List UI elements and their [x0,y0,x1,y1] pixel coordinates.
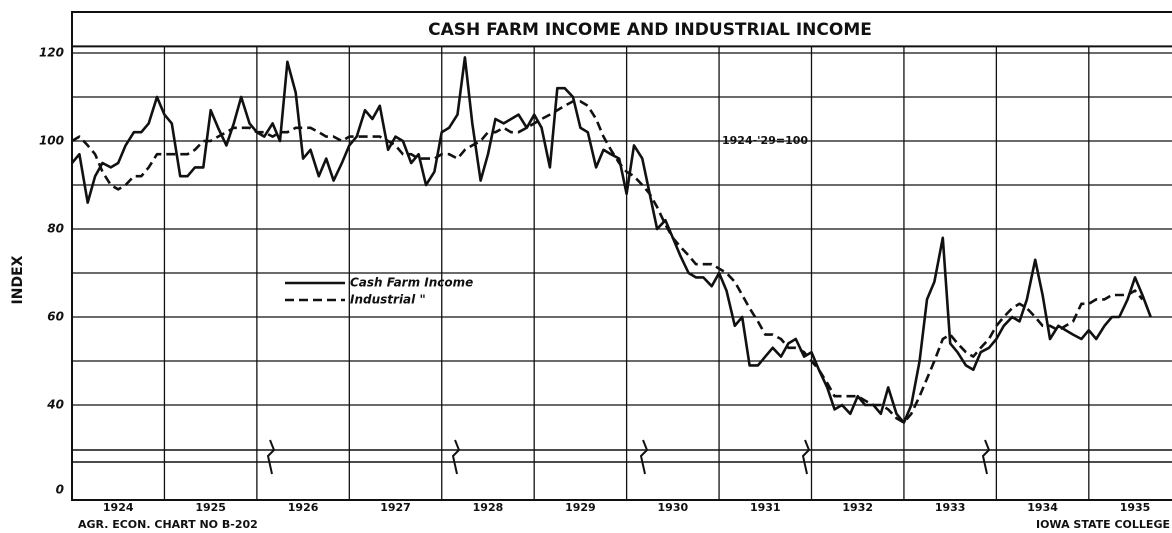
legend-label: Industrial " [350,293,426,307]
chart-title: CASH FARM INCOME AND INDUSTRIAL INCOME [428,20,872,40]
x-tick-label: 1926 [288,501,319,514]
x-tick-label: 1935 [1120,501,1151,514]
axis-break [72,439,1172,475]
x-tick-label: 1932 [842,501,873,514]
x-tick-label: 1927 [380,501,411,514]
series-line [71,56,1152,424]
y-tick-label: 120 [39,46,64,60]
frame [71,11,1172,501]
y-tick-label: 80 [47,222,64,236]
y-tick-label: 0 [56,483,64,497]
x-tick-label: 1930 [658,501,689,514]
y-tick-label: 40 [46,398,64,412]
y-tick-label: 100 [39,134,64,148]
y-axis-label: INDEX [10,255,26,304]
x-tick-label: 1931 [750,501,781,514]
series-line [71,100,1144,424]
x-tick-label: 1928 [473,501,504,514]
legend-label: Cash Farm Income [350,276,473,290]
y-tick-label: 60 [47,310,64,324]
x-tick-label: 1934 [1027,501,1058,514]
x-tick-label: 1933 [935,501,966,514]
footer-left: AGR. ECON. CHART NO B-202 [78,518,258,531]
x-tick-label: 1924 [103,501,134,514]
x-tick-label: 1929 [565,501,596,514]
x-tick-label: 1925 [195,501,226,514]
footer-right: IOWA STATE COLLEGE [1036,518,1170,531]
